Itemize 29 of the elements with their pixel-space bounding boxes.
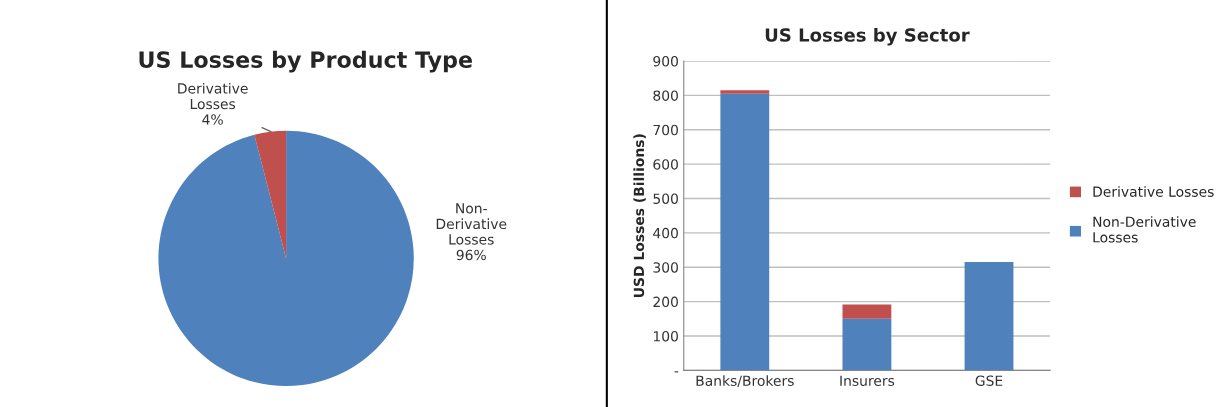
x-tick-label: GSE: [975, 375, 1003, 386]
y-tick-label: 100: [653, 330, 678, 342]
bar: [842, 318, 892, 371]
y-tick-label: 400: [653, 227, 678, 239]
y-tick-label: 600: [653, 159, 678, 170]
y-axis-title: USD Losses (Billions): [633, 134, 646, 297]
legend-label: Non-Derivative Losses: [1093, 216, 1196, 243]
pie-slice: [158, 130, 414, 387]
y-tick-label: 300: [653, 262, 678, 273]
y-tick-label: 500: [653, 193, 678, 204]
slice-label: Non- Derivative Losses: [436, 203, 507, 245]
chart-title: US Losses by Product Type: [139, 50, 472, 73]
data-label: 96%: [456, 249, 486, 261]
y-tick-label: 800: [653, 90, 678, 101]
bar: [842, 304, 892, 319]
y-tick-label: -: [674, 371, 679, 373]
bar: [964, 262, 1014, 371]
x-tick-label: Insurers: [840, 375, 895, 386]
bar: [720, 90, 770, 94]
legend-label: Derivative Losses: [1093, 186, 1214, 197]
data-label: 4%: [202, 114, 223, 125]
slice-label: Derivative Losses: [178, 82, 248, 110]
y-tick-label: 700: [653, 124, 678, 136]
bar: [720, 93, 770, 371]
pie-slice: [254, 130, 287, 259]
y-tick-label: 900: [653, 56, 678, 67]
chart-title: US Losses by Sector: [765, 27, 970, 46]
y-tick-label: 200: [653, 296, 678, 308]
x-tick-label: Banks/Brokers: [696, 375, 794, 388]
